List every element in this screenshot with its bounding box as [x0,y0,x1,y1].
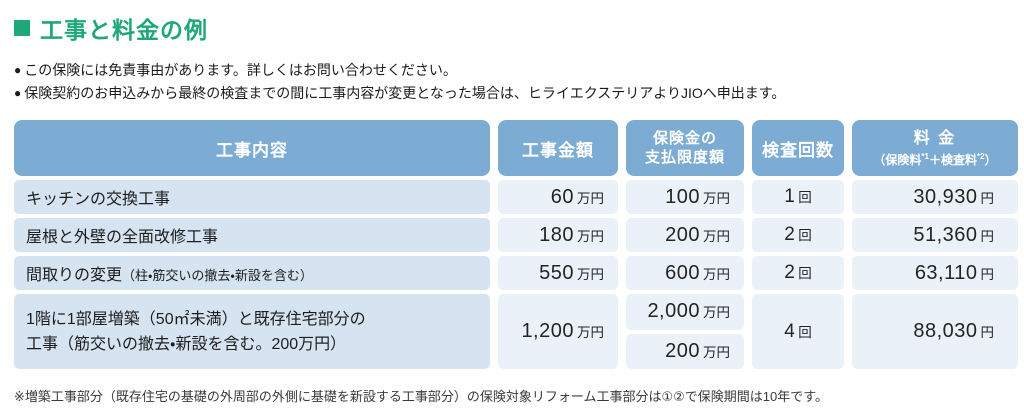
work-amount-cell: 1,200 万円 [498,294,618,369]
header-cell-content: 工事内容 [14,120,490,176]
fee-value: 30,930 円 [913,185,994,208]
footnote: ※増築工事部分（既存住宅の基礎の外周部の外側に基礎を新設する工事部分）の保険対象… [14,389,828,404]
work-content-text: 屋根と外壁の全面改修工事 [26,229,219,246]
work-content-cell: 屋根と外壁の全面改修工事 [14,218,490,252]
header-sublabel: （保険料*1＋検査料*2） [873,151,997,167]
fee-table: 工事内容 工事金額 保険金の 支払限度額 検査回数 料 金 （保険料*1＋検査料… [14,120,1018,369]
work-content-text: 間取りの変更（柱・筋交いの撤去・新設を含む） [26,267,313,284]
header-label: 工事金額 [522,140,594,160]
limit-value: 600 万円 [665,261,730,284]
fee-value: 51,360 円 [913,223,994,246]
amount-value: 60 万円 [550,185,604,208]
header-cell-fee: 料 金 （保険料*1＋検査料*2） [852,120,1018,176]
header-cell-amount: 工事金額 [498,120,618,176]
header-cell-limit: 保険金の 支払限度額 [626,120,744,176]
work-amount-cell: 550 万円 [498,256,618,290]
limit-cell-top: 2,000 万円 [626,294,744,330]
note-text: この保険には免責事由があります。詳しくはお問い合わせください。 [24,62,457,78]
limit-value: 2,000 万円 [647,300,730,323]
fee-cell: 63,110 円 [852,256,1018,290]
limit-value: 200 万円 [665,339,730,362]
bullet-icon: ● [14,63,22,77]
limit-cell: 200 万円 [626,218,744,252]
header-label: 保険金の 支払限度額 [644,130,725,166]
work-amount-cell: 180 万円 [498,218,618,252]
work-content-text: キッチンの交換工事 [26,191,171,208]
amount-value: 180 万円 [539,223,604,246]
limit-cell-bottom: 200 万円 [626,333,744,369]
limit-cell: 600 万円 [626,256,744,290]
amount-value: 1,200 万円 [521,320,604,342]
bullet-icon: ● [14,86,22,100]
page: 工事と料金の例 ● この保険には免責事由があります。詳しくはお問い合わせください… [14,13,1024,404]
work-content-cell: キッチンの交換工事 [14,180,490,214]
page-title: 工事と料金の例 [40,17,208,43]
limit-split-cell: 2,000 万円 200 万円 [626,294,744,369]
title-square-icon [14,20,30,36]
limit-cell: 100 万円 [626,180,744,214]
work-content-text: 1階に1部屋増築（50㎡未満）と既存住宅部分の 工事（筋交いの撤去・新設を含む。… [26,310,366,353]
header-label: 工事内容 [216,140,288,160]
fee-value: 88,030 円 [913,320,994,342]
amount-value: 550 万円 [539,261,604,284]
work-content-cell: 間取りの変更（柱・筋交いの撤去・新設を含む） [14,256,490,290]
note-item: ● 保険契約のお申込みから最終の検査までの間に工事内容が変更となった場合は、ヒラ… [14,82,1024,105]
limit-value: 100 万円 [665,185,730,208]
notes-block: ● この保険には免責事由があります。詳しくはお問い合わせください。 ● 保険契約… [14,59,1024,105]
header-label: 料 金 [913,129,957,147]
limit-value: 200 万円 [665,223,730,246]
fee-cell: 88,030 円 [852,294,1018,369]
work-amount-cell: 60 万円 [498,180,618,214]
fee-cell: 51,360 円 [852,218,1018,252]
fee-value: 63,110 円 [914,261,994,284]
header-label: 検査回数 [762,140,834,160]
header-cell-inspections: 検査回数 [752,120,844,176]
work-content-cell: 1階に1部屋増築（50㎡未満）と既存住宅部分の 工事（筋交いの撤去・新設を含む。… [14,294,490,369]
section-title-row: 工事と料金の例 [14,13,1024,43]
fee-cell: 30,930 円 [852,180,1018,214]
note-text: 保険契約のお申込みから最終の検査までの間に工事内容が変更となった場合は、ヒライエ… [24,85,786,101]
note-item: ● この保険には免責事由があります。詳しくはお問い合わせください。 [14,59,1024,82]
